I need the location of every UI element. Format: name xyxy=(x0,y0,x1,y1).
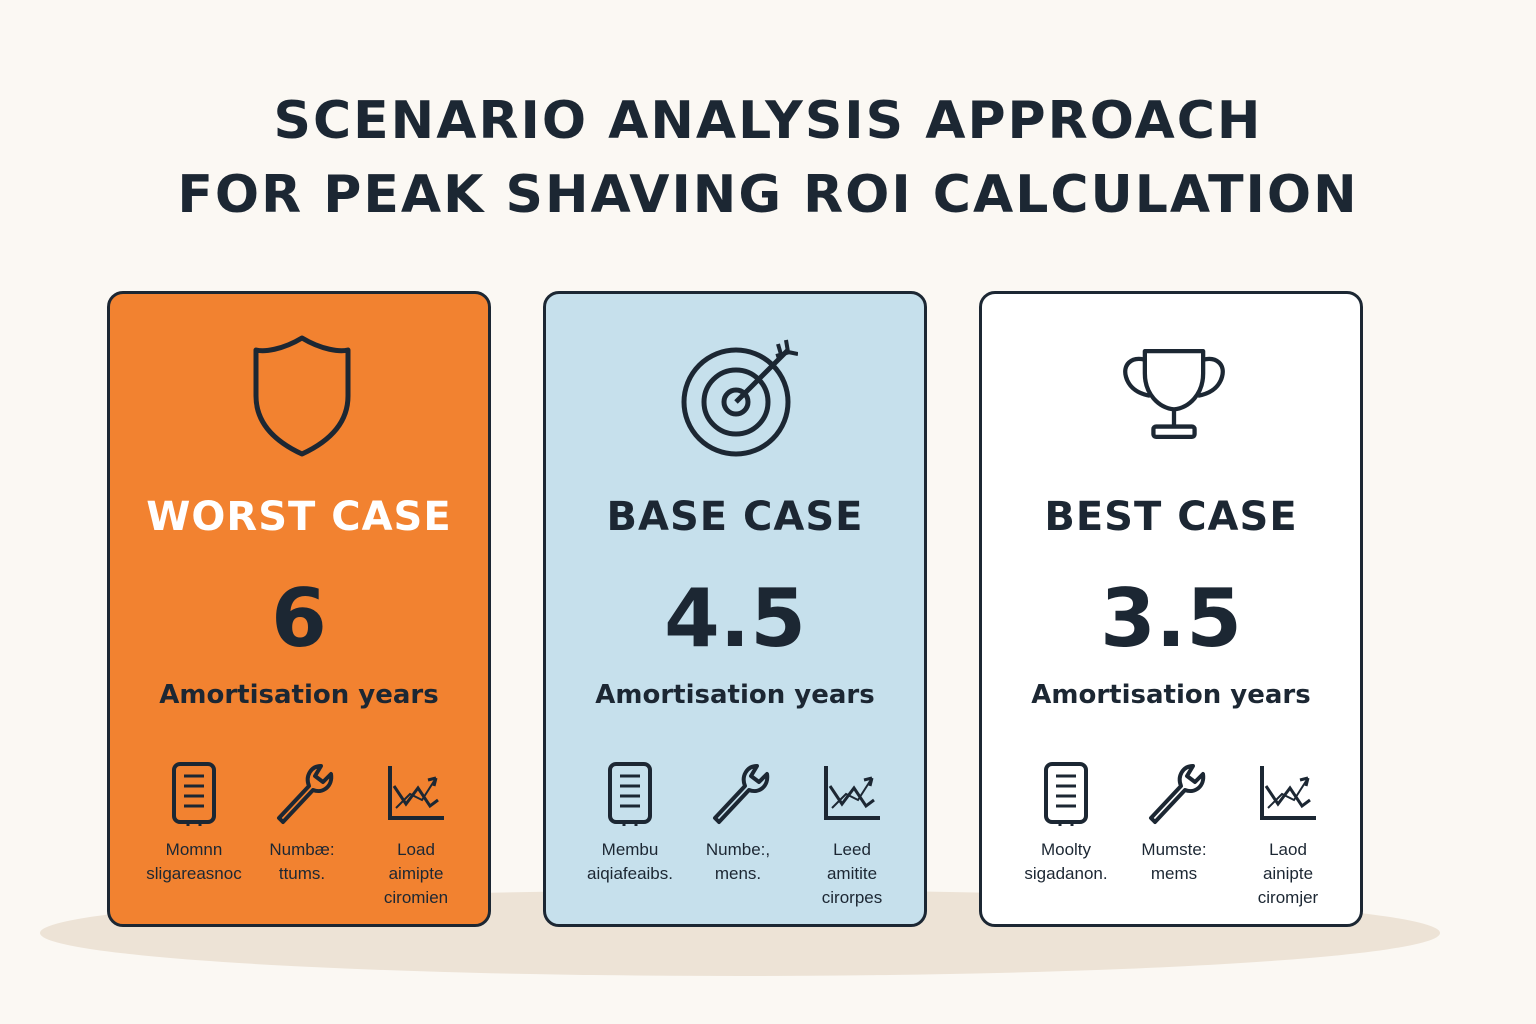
chart-icon xyxy=(388,766,444,820)
factor-battery: Momnn sligareasnoc xyxy=(134,760,254,886)
factor-chart: Leed amitite cirorpes xyxy=(792,760,912,910)
wrench-icon xyxy=(277,764,334,824)
factor-label: Laod ainipte ciromjer xyxy=(1257,840,1319,907)
case-label: BASE CASE xyxy=(606,494,864,540)
unit-label: Amortisation years xyxy=(1031,680,1311,710)
battery-icon xyxy=(172,762,216,826)
page-title: SCENARIO ANALYSIS APPROACH FOR PEAK SHAV… xyxy=(0,84,1536,232)
amortisation-value: 4.5 xyxy=(664,572,806,665)
case-label: WORST CASE xyxy=(146,494,452,540)
factor-chart: Load aimipte ciromien xyxy=(356,760,476,910)
amortisation-value: 6 xyxy=(271,572,327,665)
factor-label: Numbe:, mens. xyxy=(705,840,771,883)
base-case-card: BASE CASE 4.5 Amortisation years Membu a… xyxy=(543,291,927,927)
factor-wrench: Numbe:, mens. xyxy=(678,760,798,886)
chart-icon xyxy=(1260,766,1316,820)
case-label: BEST CASE xyxy=(1044,494,1298,540)
factor-battery: Membu aiqiafeaibs. xyxy=(570,760,690,886)
unit-label: Amortisation years xyxy=(595,680,875,710)
factor-label: Load aimipte ciromien xyxy=(383,840,449,907)
factor-label: Mumste: mems xyxy=(1141,840,1207,883)
factor-wrench: Mumste: mems xyxy=(1114,760,1234,886)
wrench-icon xyxy=(1149,764,1206,824)
worst-case-card: WORST CASE 6 Amortisation years Momnn sl… xyxy=(107,291,491,927)
factor-label: Leed amitite cirorpes xyxy=(821,840,883,907)
trophy-icon xyxy=(1123,349,1225,439)
title-line-1: SCENARIO ANALYSIS APPROACH xyxy=(273,91,1263,151)
factor-wrench: Numbæ: ttums. xyxy=(242,760,362,886)
shield-icon xyxy=(253,335,351,457)
factor-battery: Moolty sigadanon. xyxy=(1006,760,1126,886)
wrench-icon xyxy=(713,764,770,824)
target-icon xyxy=(681,339,798,457)
battery-icon xyxy=(608,762,652,826)
chart-icon xyxy=(824,766,880,820)
title-line-2: FOR PEAK SHAVING ROI CALCULATION xyxy=(177,165,1359,225)
best-case-card: BEST CASE 3.5 Amortisation years Moolty … xyxy=(979,291,1363,927)
unit-label: Amortisation years xyxy=(159,680,439,710)
factor-chart: Laod ainipte ciromjer xyxy=(1228,760,1348,910)
amortisation-value: 3.5 xyxy=(1100,572,1242,665)
battery-icon xyxy=(1044,762,1088,826)
factor-label: Momnn sligareasnoc xyxy=(146,840,242,883)
factor-label: Membu aiqiafeaibs. xyxy=(586,840,673,883)
factor-label: Numbæ: ttums. xyxy=(269,840,335,883)
factor-label: Moolty sigadanon. xyxy=(1024,840,1108,883)
